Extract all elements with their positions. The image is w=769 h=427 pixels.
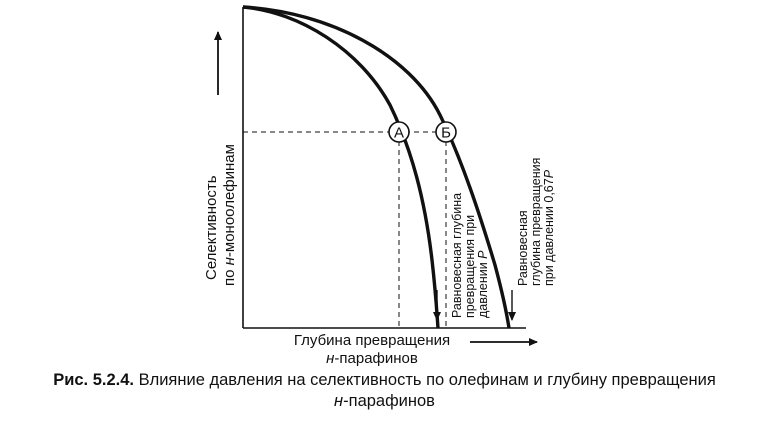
annotation-equilibrium-067p: Равновесная глубина превращения при давл… xyxy=(516,158,556,286)
point-a-marker: А xyxy=(388,121,410,143)
annotation-p-line1: Равновесная глубина xyxy=(450,193,464,318)
point-b-label: Б xyxy=(441,125,451,142)
svg-text:Селективность: Селективность xyxy=(203,175,220,280)
curve-a xyxy=(242,5,440,329)
point-a-label: А xyxy=(394,125,404,142)
selectivity-vs-conversion-diagram: А Б Селективность по н-моноолефинам Глуб… xyxy=(203,5,556,367)
annotation-067p-line3: при давлении 0,67Р xyxy=(542,169,556,286)
annotation-067p-line2: глубина превращения xyxy=(529,158,543,286)
figure-caption: Рис. 5.2.4. Влияние давления на селектив… xyxy=(0,370,769,412)
annotation-p-line3: давлении Р xyxy=(476,250,490,318)
caption-label: Рис. 5.2.4. xyxy=(53,371,134,389)
caption-italic: н xyxy=(334,392,344,410)
svg-text:по н-моноолефинам: по н-моноолефинам xyxy=(221,144,238,286)
annotation-equilibrium-p: Равновесная глубина превращения при давл… xyxy=(450,193,490,318)
y-axis-label-prefix: по xyxy=(221,265,238,286)
y-axis-label-line1: Селективность xyxy=(203,175,220,280)
caption-text: Влияние давления на селективность по оле… xyxy=(134,371,716,389)
caption-line1: Рис. 5.2.4. Влияние давления на селектив… xyxy=(0,370,769,391)
y-axis-label-rest: -моноолефинам xyxy=(221,144,238,257)
x-axis-label-line1: Глубина превращения xyxy=(294,332,450,349)
annotation-067p-line1: Равновесная xyxy=(516,210,530,286)
x-axis-label-line2: н-парафинов xyxy=(326,350,418,367)
y-axis-label: Селективность по н-моноолефинам xyxy=(203,144,238,286)
y-axis-label-italic: н xyxy=(221,257,238,265)
annotation-p-line2: превращения при xyxy=(463,215,477,318)
caption-rest: -парафинов xyxy=(343,392,435,410)
caption-line2: н-парафинов xyxy=(0,391,769,412)
curve-b xyxy=(242,5,511,329)
point-b-marker: Б xyxy=(435,121,457,143)
